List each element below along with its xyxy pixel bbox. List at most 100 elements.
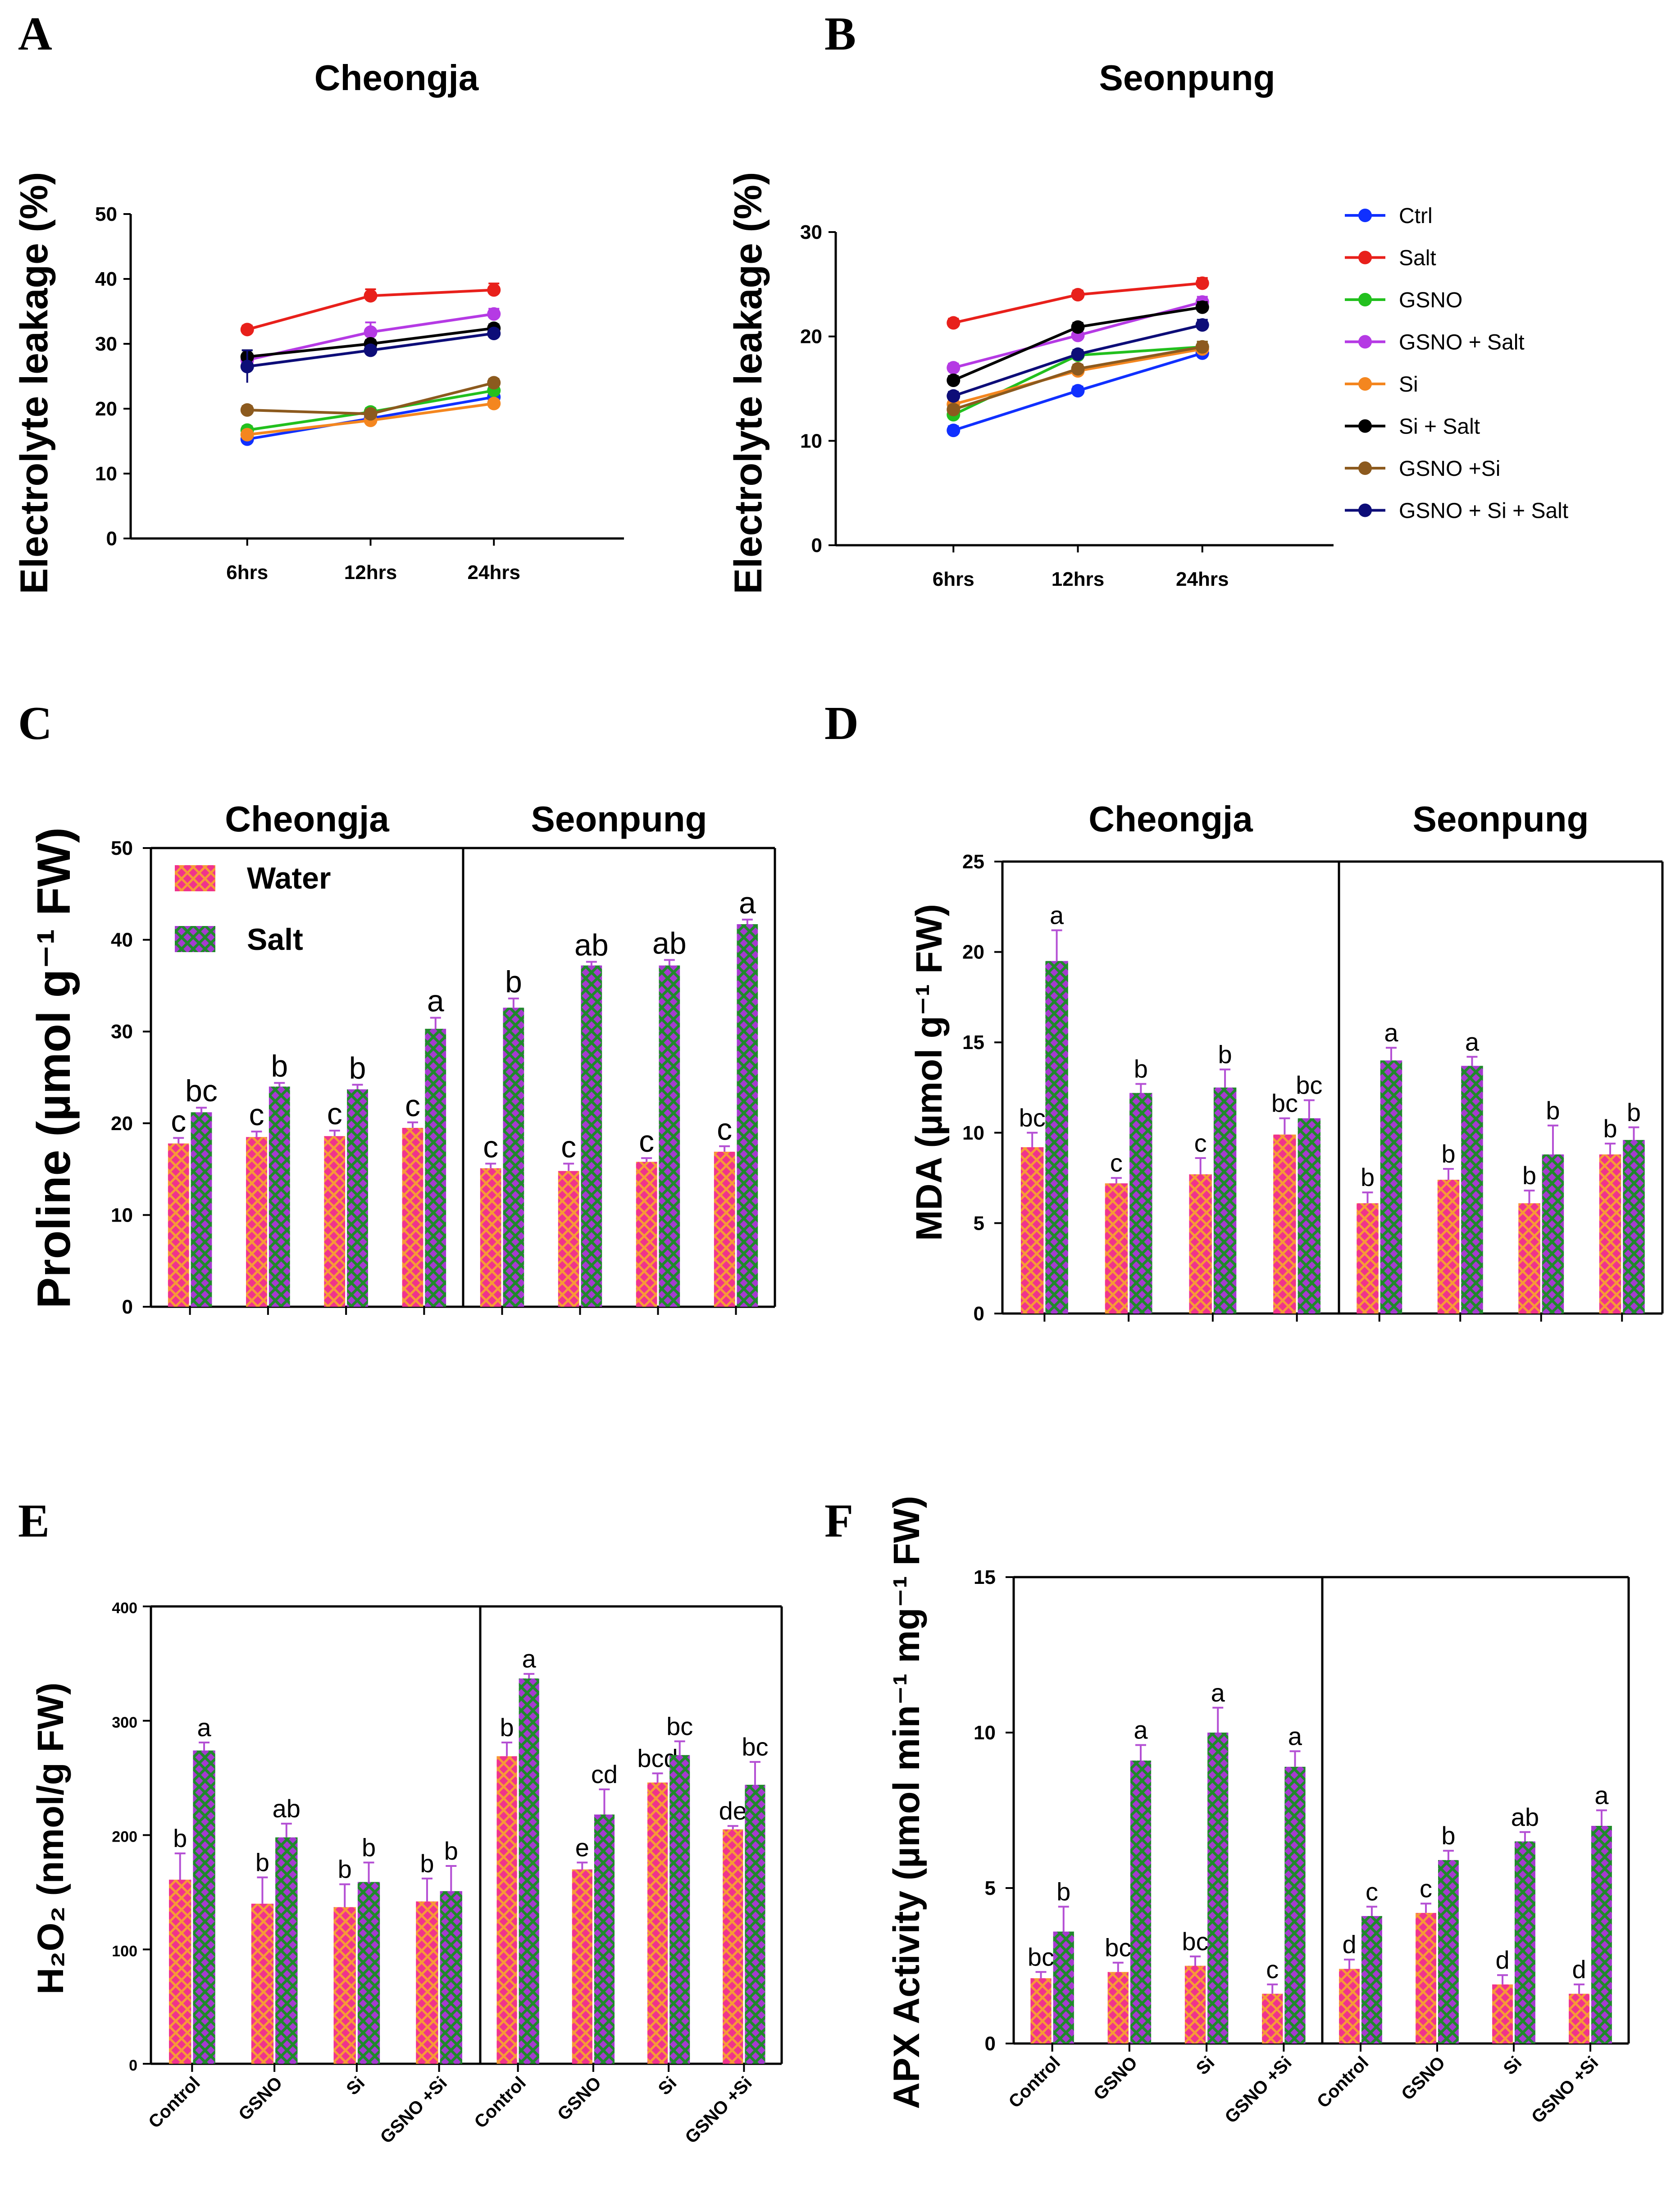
data-point (947, 361, 961, 375)
significance-label: b (1134, 1054, 1148, 1083)
significance-label: c (483, 1130, 498, 1164)
panel-letter-e: E (18, 1494, 50, 1547)
water-bar (251, 1903, 274, 2064)
significance-label: b (349, 1051, 366, 1085)
y-axis-label: APX Activity (µmol min⁻¹ mg⁻¹ FW) (886, 1496, 927, 2109)
legend-marker (1358, 377, 1372, 391)
legend-swatch-salt (175, 926, 215, 952)
significance-label: ab (273, 1794, 300, 1823)
legend-label: GSNO + Si + Salt (1399, 499, 1568, 523)
water-bar (1518, 1203, 1540, 1314)
category-label: GSNO +Si (1528, 2053, 1603, 2127)
salt-bar (425, 1029, 446, 1307)
significance-label: b (271, 1049, 288, 1083)
salt-bar (1130, 1761, 1152, 2043)
significance-label: a (197, 1713, 211, 1742)
salt-bar (275, 1837, 298, 2064)
salt-bar (669, 1755, 690, 2064)
plot-area: 0 10 20 30 6hrs 12hrs 24hrs (800, 221, 1334, 590)
significance-label: a (1211, 1679, 1225, 1707)
significance-label: c (405, 1089, 420, 1123)
x-tick-label: 24hrs (1176, 568, 1229, 590)
water-bar (402, 1127, 423, 1307)
y-axis-label: Electrolyte leakage (%) (727, 172, 770, 594)
x-tick-label: 6hrs (226, 561, 268, 584)
significance-label: c (1266, 1955, 1279, 1984)
data-point (1071, 384, 1085, 398)
data-point (1195, 340, 1209, 354)
legend-label: GSNO +Si (1399, 457, 1500, 481)
category-label: GSNO +Si (681, 2073, 756, 2148)
significance-label: bc (1028, 1943, 1054, 1971)
y-tick-label: 100 (112, 1943, 137, 1960)
salt-bar (191, 1112, 212, 1307)
salt-bar (519, 1678, 539, 2064)
significance-label: c (249, 1098, 264, 1132)
significance-label: c (171, 1104, 186, 1138)
significance-label: b (1546, 1096, 1560, 1125)
y-axis-label: H₂O₂ (nmol/g FW) (30, 1683, 71, 1994)
water-bar (558, 1171, 579, 1307)
water-bar (647, 1782, 668, 2064)
water-bar (324, 1136, 346, 1307)
water-bar (1339, 1969, 1360, 2043)
legend-marker (1358, 209, 1372, 222)
legend-marker (1358, 461, 1372, 475)
significance-label: d (1495, 1946, 1509, 1974)
data-point (364, 325, 378, 339)
data-point (1071, 320, 1085, 334)
water-bar (480, 1168, 501, 1307)
chart-title: Seonpung (1099, 58, 1275, 98)
salt-bar (1361, 1916, 1382, 2043)
series-legend: Ctrl Salt GSNO GSNO + Salt Si Si + Salt GSNO +… (1345, 204, 1568, 523)
significance-label: b (1218, 1040, 1232, 1068)
significance-label: b (1522, 1161, 1536, 1190)
water-bar (572, 1869, 592, 2064)
water-bar (246, 1137, 267, 1307)
legend-label-water: Water (247, 861, 331, 895)
water-bar (1273, 1134, 1296, 1314)
category-label: GSNO (554, 2073, 605, 2124)
significance-label: d (1572, 1955, 1586, 1984)
category-label: Si (1500, 2053, 1526, 2079)
panel-letter-d: D (824, 697, 859, 749)
salt-bar (1515, 1841, 1535, 2043)
y-tick-label: 40 (95, 268, 117, 290)
legend-marker (1358, 251, 1372, 265)
category-label: GSNO (1398, 2053, 1449, 2104)
y-tick-label: 5 (985, 1877, 996, 1899)
salt-bar (1207, 1733, 1229, 2043)
significance-label: b (505, 965, 522, 999)
legend-marker (1358, 293, 1372, 306)
salt-bar (737, 924, 758, 1307)
group-title: Cheongja (1088, 799, 1253, 839)
y-tick-label: 5 (974, 1212, 984, 1234)
legend-label: GSNO + Salt (1399, 331, 1525, 355)
water-bar (1262, 1993, 1283, 2043)
significance-label: b (1603, 1114, 1617, 1143)
category-label: Si (1193, 2053, 1219, 2079)
significance-label: a (522, 1645, 537, 1673)
legend-label: Si + Salt (1399, 415, 1480, 439)
significance-label: c (327, 1097, 342, 1131)
water-bar (1357, 1203, 1379, 1314)
significance-label: b (1441, 1140, 1455, 1168)
data-point (1195, 276, 1209, 290)
significance-label: bc (1019, 1104, 1046, 1132)
significance-label: ab (1511, 1803, 1539, 1831)
legend-label: Salt (1399, 246, 1436, 270)
data-point (240, 323, 254, 337)
significance-label: b (1056, 1877, 1070, 1906)
y-tick-label: 40 (111, 929, 133, 951)
water-bar (496, 1756, 517, 2064)
significance-label: a (1465, 1027, 1480, 1056)
salt-bar (440, 1891, 462, 2064)
data-point (1195, 300, 1209, 314)
y-tick-label: 0 (985, 2033, 996, 2055)
panel-b-line-chart: Seonpung Electrolyte leakage (%) 0 10 20 30… (727, 58, 1334, 594)
y-tick-label: 0 (122, 1296, 133, 1318)
water-bar (1020, 1147, 1044, 1314)
